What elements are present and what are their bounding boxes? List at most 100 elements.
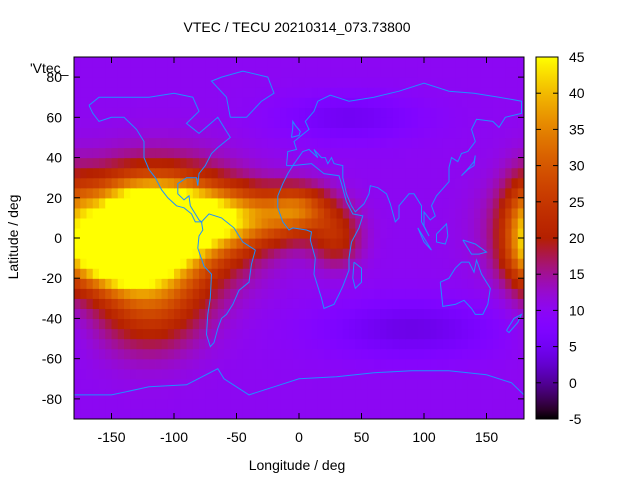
heatmap-cell [74, 388, 81, 400]
heatmap-cell [124, 117, 131, 128]
heatmap-cell [499, 127, 506, 139]
heatmap-cell [317, 67, 325, 78]
heatmap-cell [274, 107, 281, 118]
heatmap-cell [517, 117, 524, 128]
heatmap-cell [367, 117, 375, 128]
heatmap-cell [161, 268, 169, 279]
heatmap-cell [242, 398, 250, 410]
heatmap-cell [330, 217, 338, 229]
heatmap-cell [74, 278, 81, 289]
heatmap-cell [142, 408, 150, 419]
heatmap-cell [355, 77, 363, 88]
heatmap-cell [136, 187, 144, 199]
heatmap-cell [86, 217, 94, 229]
heatmap-cell [336, 157, 344, 169]
heatmap-cell [411, 57, 419, 68]
heatmap-cell [242, 137, 250, 149]
heatmap-cell [136, 268, 144, 279]
heatmap-cell [180, 278, 188, 289]
heatmap-cell [205, 217, 213, 229]
heatmap-cell [317, 217, 325, 229]
heatmap-cell [292, 217, 300, 229]
heatmap-cell [417, 268, 425, 279]
heatmap-cell [461, 77, 469, 88]
heatmap-cell [142, 348, 150, 360]
heatmap-cell [361, 348, 369, 360]
heatmap-cell [505, 348, 513, 360]
heatmap-cell [430, 298, 438, 309]
heatmap-cell [280, 197, 288, 209]
heatmap-cell [80, 127, 88, 139]
heatmap-cell [217, 137, 225, 149]
heatmap-cell [492, 177, 500, 189]
heatmap-cell [311, 268, 319, 279]
heatmap-cell [511, 87, 519, 98]
heatmap-cell [124, 318, 131, 330]
heatmap-cell [80, 187, 88, 199]
heatmap-cell [455, 338, 463, 350]
heatmap-cell [174, 67, 181, 78]
heatmap-cell [117, 268, 125, 279]
heatmap-cell [224, 107, 231, 118]
heatmap-cell [517, 87, 524, 98]
x-axis-label: Longitude / deg [249, 457, 346, 473]
heatmap-cell [505, 358, 513, 370]
heatmap-cell [299, 308, 306, 320]
heatmap-cell [492, 147, 500, 159]
heatmap-cell [255, 67, 263, 78]
heatmap-cell [286, 67, 294, 78]
heatmap-cell [317, 288, 325, 299]
heatmap-cell [249, 248, 256, 259]
heatmap-cell [336, 278, 344, 289]
heatmap-cell [336, 318, 344, 330]
heatmap-cell [261, 67, 269, 78]
heatmap-cell [274, 408, 281, 419]
heatmap-cell [455, 137, 463, 149]
heatmap-cell [174, 288, 181, 299]
heatmap-cell [467, 408, 475, 419]
heatmap-cell [180, 107, 188, 118]
heatmap-cell [155, 77, 163, 88]
heatmap-cell [136, 87, 144, 98]
heatmap-cell [436, 348, 444, 360]
heatmap-cell [349, 288, 356, 299]
heatmap-cell [367, 308, 375, 320]
heatmap-cell [511, 137, 519, 149]
heatmap-cell [305, 77, 313, 88]
heatmap-cell [449, 107, 456, 118]
heatmap-cell [517, 227, 524, 239]
heatmap-cell [455, 157, 463, 169]
heatmap-cell [211, 77, 219, 88]
heatmap-cell [224, 117, 231, 128]
heatmap-cell [486, 167, 494, 179]
heatmap-cell [330, 197, 338, 209]
heatmap-cell [330, 207, 338, 219]
heatmap-cell [380, 97, 388, 108]
heatmap-cell [224, 338, 231, 350]
heatmap-cell [86, 388, 94, 400]
heatmap-cell [311, 248, 319, 259]
heatmap-cell [355, 177, 363, 189]
heatmap-cell [405, 97, 413, 108]
heatmap-cell [224, 328, 231, 340]
heatmap-cell [349, 318, 356, 330]
heatmap-cell [374, 157, 381, 169]
heatmap-cell [267, 137, 275, 149]
heatmap-cell [474, 298, 481, 309]
heatmap-cell [355, 338, 363, 350]
heatmap-cell [267, 358, 275, 370]
heatmap-cell [436, 217, 444, 229]
colorbar-tick-label: 5 [569, 339, 577, 355]
heatmap-cell [242, 308, 250, 320]
heatmap-cell [392, 248, 400, 259]
heatmap-cell [174, 348, 181, 360]
heatmap-cell [336, 137, 344, 149]
heatmap-cell [442, 298, 450, 309]
heatmap-cell [199, 77, 206, 88]
heatmap-cell [124, 358, 131, 370]
heatmap-cell [430, 57, 438, 68]
heatmap-cell [136, 207, 144, 219]
heatmap-cell [136, 338, 144, 350]
heatmap-cell [167, 298, 175, 309]
heatmap-cell [161, 157, 169, 169]
